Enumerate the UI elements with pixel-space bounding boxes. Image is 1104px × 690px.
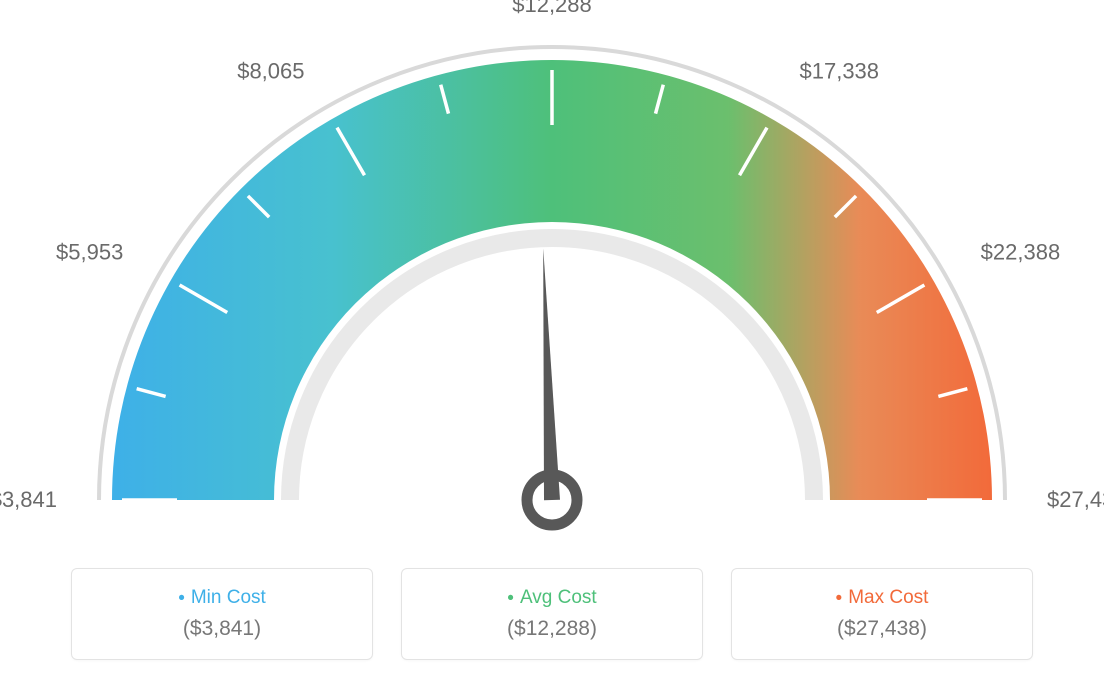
- legend-label: Avg Cost: [520, 587, 597, 609]
- legend-row: • Min Cost ($3,841) • Avg Cost ($12,288)…: [0, 568, 1104, 660]
- legend-label: Max Cost: [848, 587, 928, 609]
- svg-text:$27,438: $27,438: [1047, 487, 1104, 512]
- legend-value-avg: ($12,288): [507, 617, 597, 641]
- gauge-chart-container: $3,841 $5,953 $8,065 $12,288 $17,338 $22,388 $…: [0, 0, 1104, 690]
- bullet-icon: •: [507, 589, 514, 608]
- legend-card-min: • Min Cost ($3,841): [71, 568, 373, 660]
- svg-text:$3,841: $3,841: [0, 487, 57, 512]
- legend-card-max: • Max Cost ($27,438): [731, 568, 1033, 660]
- bullet-icon: •: [178, 589, 185, 608]
- legend-label: Min Cost: [191, 587, 266, 609]
- svg-text:$5,953: $5,953: [56, 240, 123, 265]
- svg-text:$12,288: $12,288: [512, 0, 592, 17]
- legend-card-avg: • Avg Cost ($12,288): [401, 568, 703, 660]
- svg-text:$22,388: $22,388: [981, 240, 1061, 265]
- legend-title-max: • Max Cost: [836, 587, 929, 609]
- legend-title-avg: • Avg Cost: [507, 587, 596, 609]
- legend-value-min: ($3,841): [183, 617, 261, 641]
- gauge-svg: $3,841 $5,953 $8,065 $12,288 $17,338 $22,388 $…: [0, 0, 1104, 560]
- svg-text:$17,338: $17,338: [800, 58, 880, 83]
- legend-value-max: ($27,438): [837, 617, 927, 641]
- svg-text:$8,065: $8,065: [237, 58, 304, 83]
- gauge-area: $3,841 $5,953 $8,065 $12,288 $17,338 $22,388 $…: [0, 0, 1104, 560]
- bullet-icon: •: [836, 589, 843, 608]
- legend-title-min: • Min Cost: [178, 587, 266, 609]
